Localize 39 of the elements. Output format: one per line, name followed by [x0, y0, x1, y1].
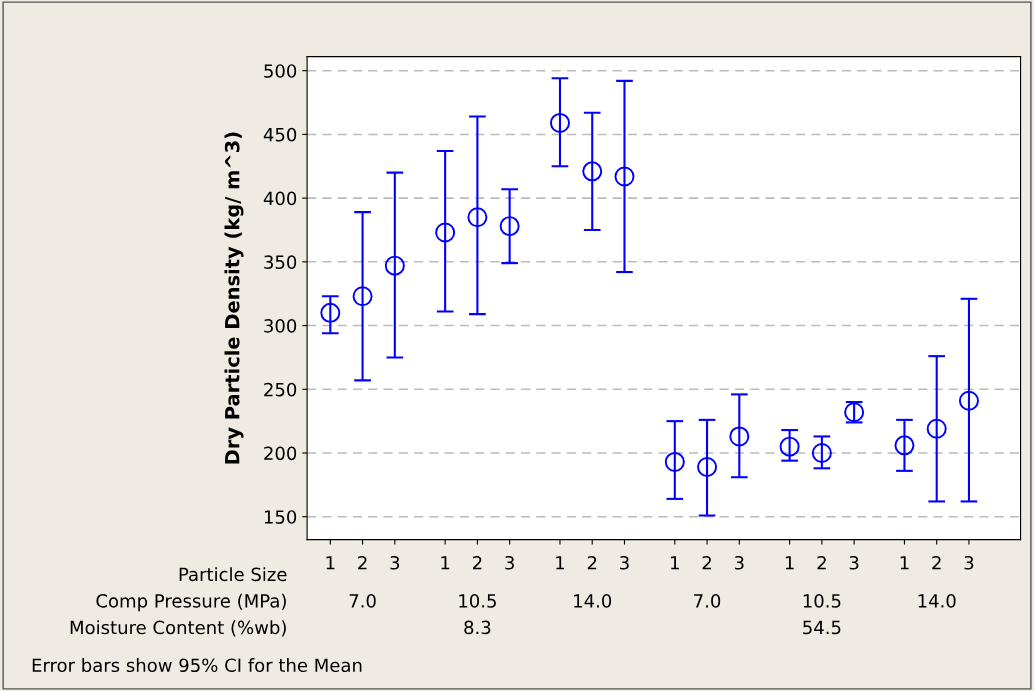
- x-tick-label: 3: [505, 555, 514, 570]
- y-tick-label: 150: [264, 510, 297, 524]
- text: Particle Size: [179, 567, 287, 582]
- text: Error bars show 95% CI for the Mean: [32, 658, 362, 673]
- x-tick-label: 3: [849, 555, 859, 570]
- x-tick-label: 1: [671, 556, 679, 570]
- y-tick-label: 350: [264, 255, 297, 269]
- text: 7.0: [694, 594, 721, 608]
- x-tick-label: 2: [817, 555, 826, 570]
- x-tick-label: 3: [734, 555, 744, 570]
- x-tick-label: 3: [390, 555, 400, 570]
- x-tick-label: 2: [358, 555, 367, 570]
- x-tick-label: 2: [587, 555, 597, 570]
- x-tick-label: 1: [556, 556, 565, 570]
- x-tick-label: 1: [441, 556, 450, 570]
- x-tick-label: 2: [932, 555, 941, 570]
- x-tick-label: 2: [472, 555, 482, 570]
- text: 14.0: [574, 594, 612, 608]
- x-tick-label: 1: [326, 556, 335, 570]
- y-tick-label: 450: [263, 127, 297, 142]
- x-tick-label: 3: [964, 555, 974, 570]
- text: 7.0: [349, 594, 376, 608]
- text: Comp Pressure (MPa): [96, 593, 286, 612]
- y-axis-title: Dry Particle Density (kg/ m^3): [224, 132, 244, 464]
- x-tick-label: 1: [900, 556, 909, 570]
- x-tick-label: 1: [785, 556, 794, 570]
- text: 10.5: [459, 594, 496, 608]
- y-tick-label: 400: [263, 191, 297, 206]
- x-tick-label: 2: [702, 555, 711, 570]
- x-tick-label: 3: [620, 555, 629, 570]
- text: 8.3: [464, 620, 491, 635]
- y-tick-label: 200: [264, 446, 297, 461]
- y-tick-label: 300: [264, 319, 297, 333]
- y-tick-label: 250: [264, 382, 297, 397]
- text: 10.5: [803, 594, 841, 608]
- text: 14.0: [918, 594, 956, 608]
- y-tick-label: 500: [264, 64, 297, 78]
- text: 54.5: [803, 620, 841, 635]
- text: Moisture Content (%wb): [70, 620, 286, 637]
